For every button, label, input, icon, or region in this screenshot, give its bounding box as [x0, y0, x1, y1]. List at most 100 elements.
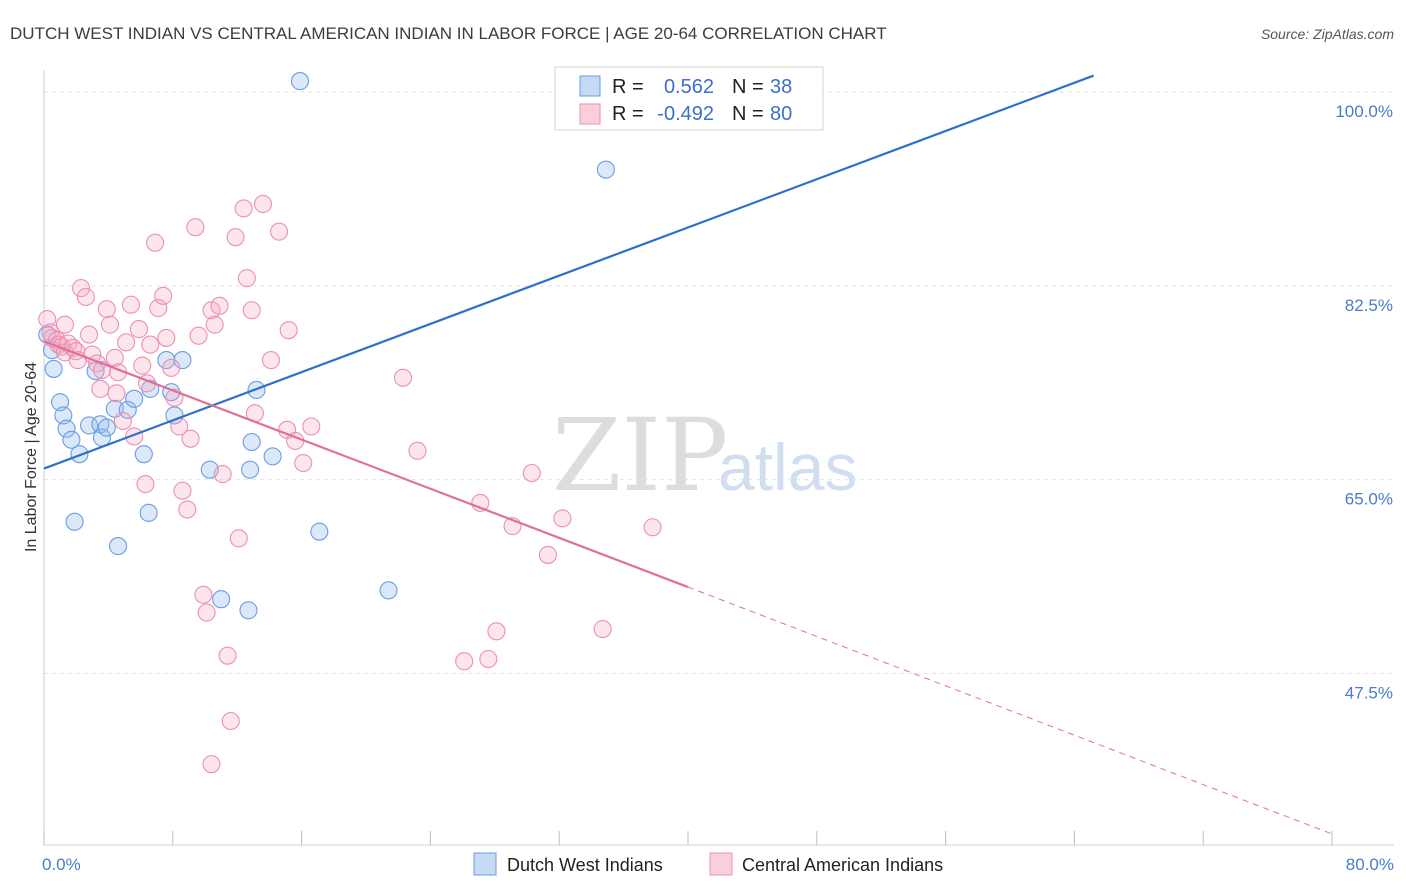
point-dutch-west-indian — [62, 430, 81, 449]
point-dutch-west-indian — [57, 419, 76, 438]
point-central-american-indian — [149, 298, 168, 318]
stats-legend-n-value-blue: 38 — [770, 76, 792, 98]
point-dutch-west-indian — [242, 432, 261, 452]
trendline-dutch-west-indians — [43, 74, 1095, 470]
point-central-american-indian — [117, 333, 136, 352]
point-dutch-west-indian — [125, 389, 144, 408]
point-central-american-indian — [146, 233, 165, 252]
point-central-american-indian — [393, 368, 413, 387]
point-central-american-indian — [136, 475, 155, 494]
y-tick-label: 47.5% — [1345, 683, 1393, 702]
point-dutch-west-indian — [239, 601, 258, 620]
point-central-american-indian — [113, 411, 132, 431]
point-dutch-west-indian — [51, 393, 70, 412]
stats-legend-n-label-blue: N = — [732, 76, 764, 98]
point-central-american-indian — [202, 755, 221, 774]
stats-legend-r-value-blue: 0.562 — [664, 76, 714, 98]
point-dutch-west-indian — [241, 460, 260, 479]
point-central-american-indian — [279, 321, 298, 340]
point-central-american-indian — [181, 429, 200, 448]
watermark-atlas: atlas — [718, 430, 857, 504]
point-dutch-west-indian — [263, 447, 282, 466]
series-legend-swatch-blue — [473, 852, 497, 876]
stats-legend-n-value-pink: 80 — [770, 103, 792, 125]
point-dutch-west-indian — [141, 379, 160, 398]
point-central-american-indian — [218, 646, 237, 665]
axes-layer: 47.5% 65.0% 82.5% 100.0% — [43, 70, 1394, 846]
points-layer — [38, 72, 662, 774]
point-central-american-indian — [210, 296, 229, 315]
point-central-american-indian — [121, 295, 140, 314]
point-dutch-west-indian — [109, 537, 128, 556]
y-tick-label: 100.0% — [1335, 102, 1393, 121]
stats-legend-r-value-pink: -0.492 — [657, 103, 714, 125]
x-tick-label-min: 0.0% — [42, 855, 81, 874]
point-central-american-indian — [294, 453, 313, 473]
point-central-american-indian — [157, 328, 176, 347]
series-legend-swatch-pink — [709, 852, 733, 876]
grid-layer — [44, 91, 1394, 674]
point-central-american-indian — [237, 269, 256, 288]
watermark: ZIP atlas — [552, 397, 857, 514]
series-legend-label-pink: Central American Indians — [742, 855, 943, 875]
chart-title: DUTCH WEST INDIAN VS CENTRAL AMERICAN IN… — [10, 24, 887, 43]
point-central-american-indian — [76, 287, 95, 307]
point-central-american-indian — [97, 300, 116, 319]
point-central-american-indian — [226, 228, 245, 247]
point-central-american-indian — [242, 301, 261, 320]
point-dutch-west-indian — [44, 359, 63, 378]
point-central-american-indian — [253, 194, 273, 214]
point-central-american-indian — [107, 384, 126, 403]
point-central-american-indian — [408, 441, 427, 460]
point-central-american-indian — [162, 358, 181, 377]
trendline-central-american-indians — [43, 340, 689, 589]
stats-legend-swatch-blue — [579, 75, 601, 97]
point-central-american-indian — [186, 218, 205, 237]
point-central-american-indian — [213, 465, 232, 484]
point-central-american-indian — [593, 620, 612, 639]
point-dutch-west-indian — [379, 581, 398, 600]
point-dutch-west-indian — [212, 590, 231, 609]
trend-layer — [43, 74, 1333, 835]
point-dutch-west-indian — [290, 72, 310, 91]
trendline-central-american-indians-extension — [687, 586, 1333, 835]
point-central-american-indian — [270, 222, 289, 241]
point-central-american-indian — [261, 351, 281, 370]
point-central-american-indian — [178, 500, 197, 519]
point-central-american-indian — [234, 199, 253, 218]
point-central-american-indian — [553, 509, 572, 528]
stats-legend-r-label-pink: R = — [612, 103, 644, 125]
point-central-american-indian — [154, 286, 173, 305]
y-tick-label: 65.0% — [1345, 490, 1393, 509]
point-central-american-indian — [38, 310, 57, 329]
point-central-american-indian — [173, 481, 192, 500]
point-dutch-west-indian — [310, 522, 329, 541]
stats-legend-n-label-pink: N = — [732, 103, 764, 125]
y-tick-label: 82.5% — [1345, 296, 1393, 315]
point-central-american-indian — [479, 649, 498, 669]
point-central-american-indian — [71, 279, 91, 298]
series-legend: Dutch West Indians Central American Indi… — [473, 852, 943, 876]
point-central-american-indian — [197, 603, 216, 622]
point-dutch-west-indian — [65, 512, 84, 531]
series-legend-label-blue: Dutch West Indians — [507, 855, 663, 875]
point-central-american-indian — [189, 326, 208, 345]
point-central-american-indian — [194, 585, 213, 604]
point-dutch-west-indian — [54, 406, 73, 425]
stats-legend-r-label-blue: R = — [612, 76, 644, 98]
point-central-american-indian — [229, 529, 248, 548]
stats-legend: R = 0.562 N = 38 R = -0.492 N = 80 — [554, 66, 824, 131]
point-central-american-indian — [129, 320, 149, 339]
point-central-american-indian — [100, 315, 120, 334]
point-central-american-indian — [302, 417, 321, 436]
point-central-american-indian — [91, 379, 110, 398]
point-central-american-indian — [55, 315, 74, 334]
point-central-american-indian — [105, 348, 124, 367]
point-dutch-west-indian — [596, 160, 615, 179]
point-central-american-indian — [522, 463, 541, 483]
point-dutch-west-indian — [134, 445, 153, 464]
watermark-zip: ZIP — [552, 397, 728, 514]
y-axis-label: In Labor Force | Age 20-64 — [23, 362, 40, 552]
point-central-american-indian — [487, 622, 506, 641]
